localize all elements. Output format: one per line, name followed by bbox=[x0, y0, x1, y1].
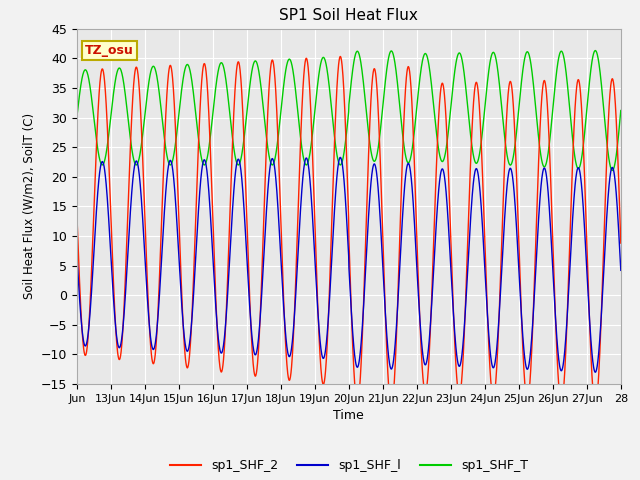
X-axis label: Time: Time bbox=[333, 409, 364, 422]
sp1_SHF_2 bbox=[338, 58, 346, 64]
sp1_SHF_l bbox=[591, 369, 599, 375]
sp1_SHF_l bbox=[617, 267, 625, 273]
sp1_SHF_2 bbox=[100, 78, 108, 84]
sp1_SHF_T bbox=[602, 123, 609, 129]
sp1_SHF_l bbox=[323, 335, 331, 340]
sp1_SHF_T bbox=[323, 66, 331, 72]
sp1_SHF_l bbox=[100, 167, 108, 172]
sp1_SHF_l bbox=[602, 234, 609, 240]
sp1_SHF_l bbox=[602, 240, 609, 245]
Text: TZ_osu: TZ_osu bbox=[85, 44, 134, 57]
sp1_SHF_l bbox=[338, 157, 346, 163]
sp1_SHF_T bbox=[501, 138, 509, 144]
Line: sp1_SHF_l: sp1_SHF_l bbox=[77, 157, 621, 372]
sp1_SHF_T bbox=[609, 168, 616, 173]
sp1_SHF_2 bbox=[602, 188, 609, 193]
sp1_SHF_T bbox=[617, 108, 625, 113]
sp1_SHF_T bbox=[591, 48, 599, 53]
sp1_SHF_T bbox=[337, 161, 345, 167]
Y-axis label: Soil Heat Flux (W/m2), SoilT (C): Soil Heat Flux (W/m2), SoilT (C) bbox=[22, 113, 35, 300]
sp1_SHF_2 bbox=[323, 347, 331, 353]
sp1_SHF_2 bbox=[502, 133, 509, 139]
sp1_SHF_T bbox=[601, 120, 609, 126]
sp1_SHF_l bbox=[73, 251, 81, 257]
Legend: sp1_SHF_2, sp1_SHF_l, sp1_SHF_T: sp1_SHF_2, sp1_SHF_l, sp1_SHF_T bbox=[164, 454, 533, 477]
sp1_SHF_l bbox=[502, 204, 509, 209]
sp1_SHF_2 bbox=[617, 240, 625, 246]
sp1_SHF_2 bbox=[337, 54, 344, 60]
sp1_SHF_2 bbox=[602, 195, 609, 201]
sp1_SHF_l bbox=[337, 155, 344, 160]
Title: SP1 Soil Heat Flux: SP1 Soil Heat Flux bbox=[280, 9, 418, 24]
Line: sp1_SHF_T: sp1_SHF_T bbox=[77, 50, 621, 170]
sp1_SHF_T bbox=[73, 115, 81, 120]
sp1_SHF_T bbox=[100, 158, 108, 164]
Line: sp1_SHF_2: sp1_SHF_2 bbox=[77, 57, 621, 407]
sp1_SHF_2 bbox=[73, 209, 81, 215]
sp1_SHF_2 bbox=[388, 404, 396, 409]
